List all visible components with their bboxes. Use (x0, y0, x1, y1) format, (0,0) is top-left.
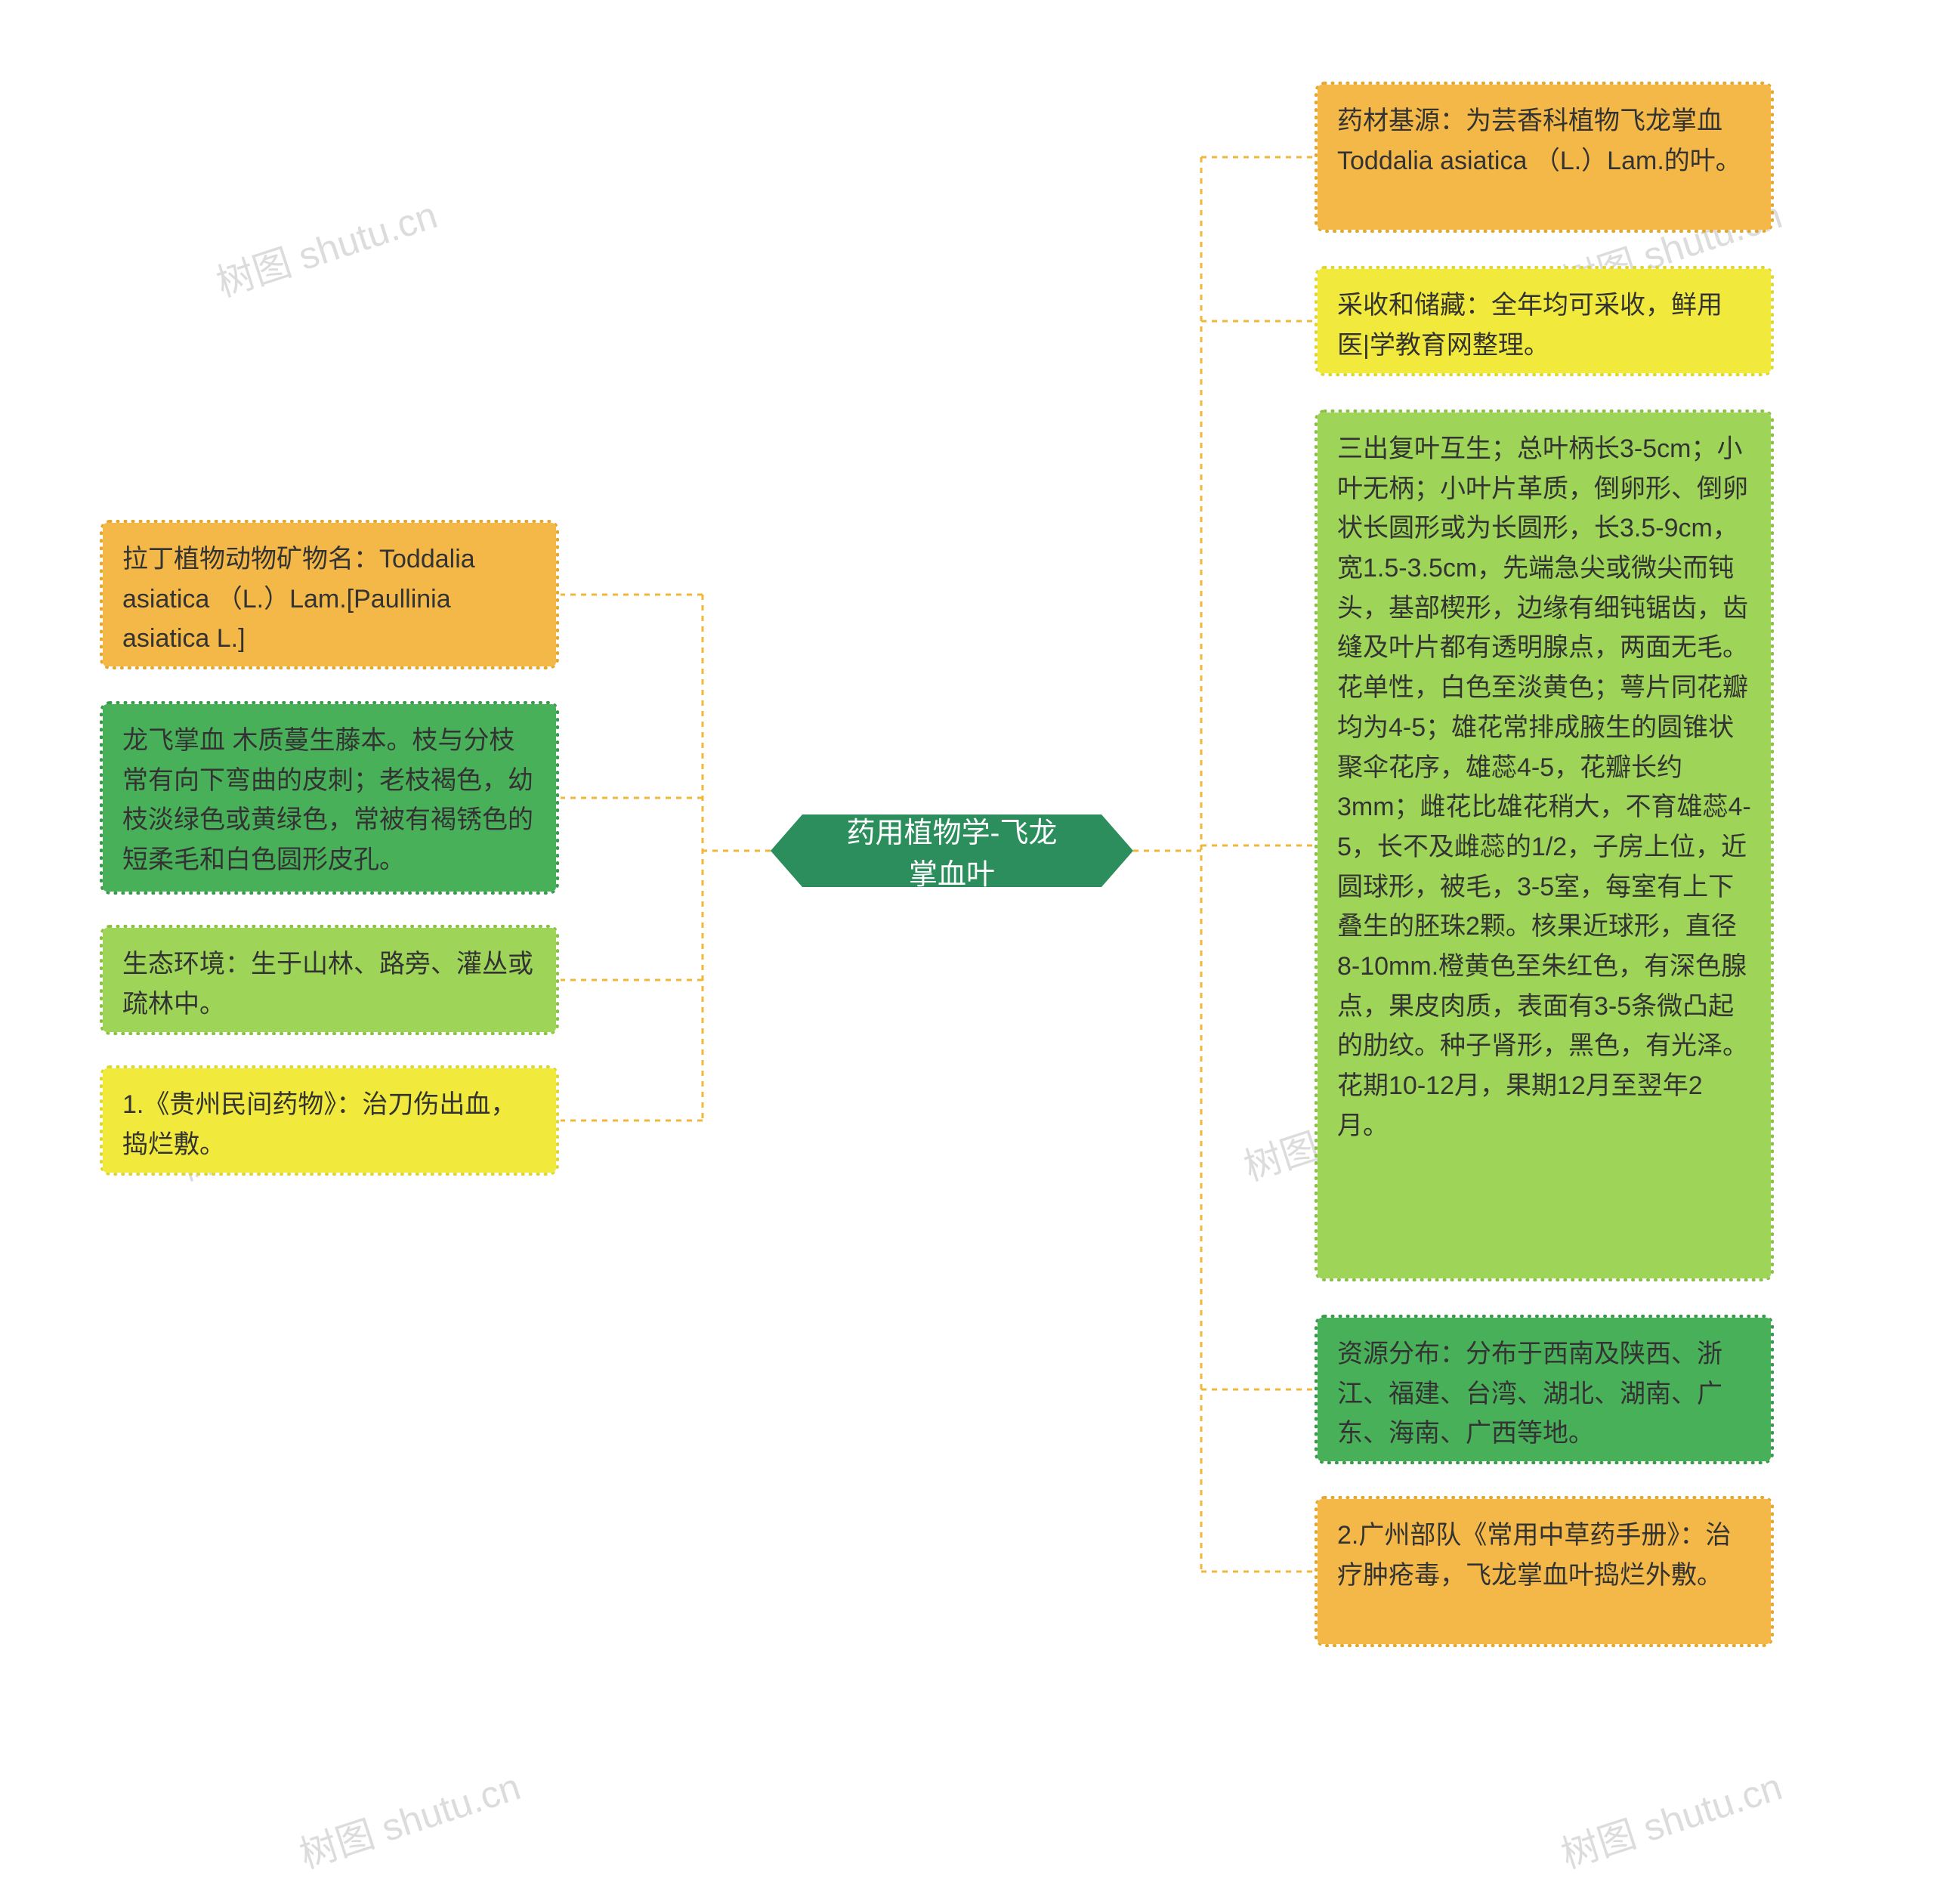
node-text: 拉丁植物动物矿物名：Toddalia asiatica （L.）Lam.[Pau… (122, 539, 536, 659)
center-chevron-right (1101, 814, 1133, 887)
node-body: 1.《贵州民间药物》：治刀伤出血，捣烂敷。 (103, 1068, 556, 1173)
branch-node-distribution: 资源分布：分布于西南及陕西、浙江、福建、台湾、湖北、湖南、广东、海南、广西等地。 (1318, 1318, 1771, 1461)
node-text: 三出复叶互生；总叶柄长3-5cm；小叶无柄；小叶片革质，倒卵形、倒卵状长圆形或为… (1337, 429, 1751, 1145)
node-body: 龙飞掌血 木质蔓生藤本。枝与分枝常有向下弯曲的皮刺；老枝褐色，幼枝淡绿色或黄绿色… (103, 704, 556, 892)
mindmap-canvas: 树图 shutu.cn树图 shutu.cn树图 shutu.cn树图 shut… (0, 0, 1934, 1904)
center-node-label: 药用植物学-飞龙掌血叶 (833, 809, 1071, 892)
branch-node-description: 龙飞掌血 木质蔓生藤本。枝与分枝常有向下弯曲的皮刺；老枝褐色，幼枝淡绿色或黄绿色… (103, 704, 556, 892)
node-text: 1.《贵州民间药物》：治刀伤出血，捣烂敷。 (122, 1085, 536, 1164)
node-body: 三出复叶互生；总叶柄长3-5cm；小叶无柄；小叶片革质，倒卵形、倒卵状长圆形或为… (1318, 413, 1771, 1278)
node-text: 采收和储藏：全年均可采收，鲜用医|学教育网整理。 (1337, 286, 1751, 365)
branch-node-ref1: 1.《贵州民间药物》：治刀伤出血，捣烂敷。 (103, 1068, 556, 1173)
center-node: 药用植物学-飞龙掌血叶 (802, 814, 1101, 887)
node-text: 生态环境：生于山林、路旁、灌丛或疏林中。 (122, 944, 536, 1024)
node-body: 资源分布：分布于西南及陕西、浙江、福建、台湾、湖北、湖南、广东、海南、广西等地。 (1318, 1318, 1771, 1461)
branch-node-habitat: 生态环境：生于山林、路旁、灌丛或疏林中。 (103, 928, 556, 1032)
branch-node-harvest: 采收和储藏：全年均可采收，鲜用医|学教育网整理。 (1318, 269, 1771, 373)
node-body: 药材基源：为芸香科植物飞龙掌血Toddalia asiatica （L.）Lam… (1318, 85, 1771, 230)
watermark: 树图 shutu.cn (1553, 1757, 1787, 1879)
node-body: 2.广州部队《常用中草药手册》：治疗肿疮毒，飞龙掌血叶捣烂外敷。 (1318, 1499, 1771, 1644)
node-body: 采收和储藏：全年均可采收，鲜用医|学教育网整理。 (1318, 269, 1771, 373)
node-body: 拉丁植物动物矿物名：Toddalia asiatica （L.）Lam.[Pau… (103, 523, 556, 666)
branch-node-morphology: 三出复叶互生；总叶柄长3-5cm；小叶无柄；小叶片革质，倒卵形、倒卵状长圆形或为… (1318, 413, 1771, 1278)
watermark: 树图 shutu.cn (292, 1757, 526, 1879)
node-text: 2.广州部队《常用中草药手册》：治疗肿疮毒，飞龙掌血叶捣烂外敷。 (1337, 1516, 1751, 1595)
node-text: 龙飞掌血 木质蔓生藤本。枝与分枝常有向下弯曲的皮刺；老枝褐色，幼枝淡绿色或黄绿色… (122, 721, 536, 880)
center-chevron-left (771, 814, 802, 887)
branch-node-latin-name: 拉丁植物动物矿物名：Toddalia asiatica （L.）Lam.[Pau… (103, 523, 556, 666)
node-body: 生态环境：生于山林、路旁、灌丛或疏林中。 (103, 928, 556, 1032)
watermark: 树图 shutu.cn (209, 185, 443, 308)
node-text: 药材基源：为芸香科植物飞龙掌血Toddalia asiatica （L.）Lam… (1337, 101, 1751, 181)
branch-node-ref2: 2.广州部队《常用中草药手册》：治疗肿疮毒，飞龙掌血叶捣烂外敷。 (1318, 1499, 1771, 1644)
node-text: 资源分布：分布于西南及陕西、浙江、福建、台湾、湖北、湖南、广东、海南、广西等地。 (1337, 1334, 1751, 1454)
branch-node-source: 药材基源：为芸香科植物飞龙掌血Toddalia asiatica （L.）Lam… (1318, 85, 1771, 230)
